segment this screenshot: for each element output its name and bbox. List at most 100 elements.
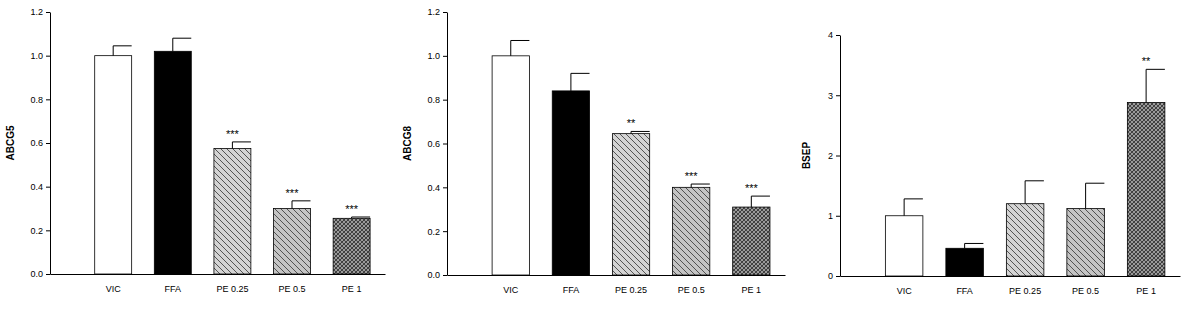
bar <box>274 209 311 275</box>
tick-mark <box>46 274 50 275</box>
y-tick: 0.8 <box>427 95 447 105</box>
y-axis: 01234 <box>828 30 841 281</box>
y-tick: 2 <box>828 151 840 161</box>
error-cap <box>1025 180 1044 181</box>
tick-label: 0.4 <box>30 182 43 192</box>
error-stem <box>292 201 293 209</box>
marks <box>95 38 370 274</box>
x-tick: PE 1 <box>342 284 362 294</box>
error-stem <box>1146 69 1147 102</box>
error-bar <box>511 40 530 55</box>
y-tick: 0.6 <box>427 139 447 149</box>
bar <box>946 248 984 276</box>
error-cap <box>292 200 310 201</box>
tick-label: VIC <box>897 286 913 296</box>
bar <box>552 91 589 275</box>
x-tick: FFA <box>165 284 182 294</box>
tick-label: PE 0.5 <box>278 284 305 294</box>
error-bar <box>631 131 650 133</box>
tick-label: PE 0.5 <box>678 285 705 295</box>
bar <box>333 218 370 274</box>
axis-line <box>447 13 448 276</box>
bar <box>154 51 191 274</box>
error-bar <box>232 142 250 149</box>
error-cap <box>631 131 650 132</box>
error-bar <box>173 38 191 51</box>
significance: *** <box>685 170 699 182</box>
error-cap <box>1086 183 1105 184</box>
error-bar <box>352 217 370 218</box>
y-tick: 0 <box>828 271 840 281</box>
tick-label: 1.0 <box>427 51 440 61</box>
tick-mark <box>46 56 50 57</box>
error-stem <box>1085 183 1086 208</box>
y-tick: 1.2 <box>427 7 447 17</box>
tick-label: 0.8 <box>427 95 440 105</box>
error-cap <box>571 73 590 74</box>
y-tick: 0.2 <box>427 227 447 237</box>
y-tick: 0.4 <box>30 182 50 192</box>
tick-label: 0 <box>828 271 833 281</box>
error-bar <box>904 199 923 216</box>
x-tick: PE 1 <box>742 285 762 295</box>
figure: *** *** *** 0.0 0.2 0.4 0.6 0.8 1.0 1.2 VIC FFA PE 0… <box>0 0 1198 310</box>
x-tick: VIC <box>106 284 122 294</box>
y-tick: 0.6 <box>30 138 50 148</box>
y-axis-title: ABCG5 <box>5 125 16 160</box>
tick-label: PE 1 <box>742 285 762 295</box>
y-axis-title: BSEP <box>801 142 812 170</box>
bar <box>885 216 923 276</box>
bar <box>1006 204 1044 276</box>
y-tick: 0.0 <box>30 269 50 279</box>
bar <box>612 134 649 275</box>
x-tick: PE 0.25 <box>1009 286 1041 296</box>
tick-label: 0.2 <box>30 226 43 236</box>
error-stem <box>570 73 571 91</box>
y-tick: 4 <box>828 30 840 40</box>
tick-label: VIC <box>503 285 519 295</box>
tick-label: 4 <box>828 30 833 40</box>
x-tick: PE 0.25 <box>615 285 647 295</box>
error-cap <box>352 217 370 218</box>
y-axis: 0.0 0.2 0.4 0.6 0.8 1.0 1.2 <box>427 7 447 280</box>
axis-line <box>841 276 1181 277</box>
error-cap <box>232 141 250 142</box>
x-tick: FFA <box>563 285 580 295</box>
tick-mark <box>46 12 50 13</box>
tick-mark <box>443 12 447 13</box>
error-cap <box>1146 69 1165 70</box>
tick-mark <box>443 100 447 101</box>
significance: *** <box>226 128 240 140</box>
y-tick: 3 <box>828 91 840 101</box>
tick-mark <box>443 187 447 188</box>
x-tick: VIC <box>503 285 519 295</box>
significance: *** <box>745 182 759 194</box>
significance: ** <box>1142 55 1151 67</box>
y-tick: 1.2 <box>30 7 50 17</box>
x-axis: VIC FFA PE 0.25 PE 0.5 PE 1 <box>448 276 786 296</box>
error-bar <box>1146 69 1165 102</box>
x-tick: PE 1 <box>1136 286 1156 296</box>
error-bar <box>571 73 590 91</box>
y-axis-title: ABCG8 <box>402 126 413 161</box>
tick-label: 0.8 <box>30 95 43 105</box>
tick-label: 3 <box>828 91 833 101</box>
bar <box>733 207 770 275</box>
x-axis: VICFFAPE 0.25PE 0.5PE 1 <box>841 277 1181 297</box>
x-tick: PE 0.25 <box>216 284 248 294</box>
y-tick: 0.4 <box>427 183 447 193</box>
error-cap <box>173 38 191 39</box>
error-bar <box>113 46 131 56</box>
tick-mark <box>836 156 840 157</box>
y-tick: 0.0 <box>427 270 447 280</box>
tick-mark <box>443 144 447 145</box>
tick-label: 0.6 <box>30 138 43 148</box>
tick-label: FFA <box>165 284 182 294</box>
error-stem <box>232 142 233 149</box>
error-cap <box>904 198 923 199</box>
tick-label: 0.6 <box>427 139 440 149</box>
x-tick: FFA <box>956 286 973 296</box>
tick-mark <box>46 143 50 144</box>
error-stem <box>1025 181 1026 204</box>
tick-label: PE 1 <box>1136 286 1156 296</box>
